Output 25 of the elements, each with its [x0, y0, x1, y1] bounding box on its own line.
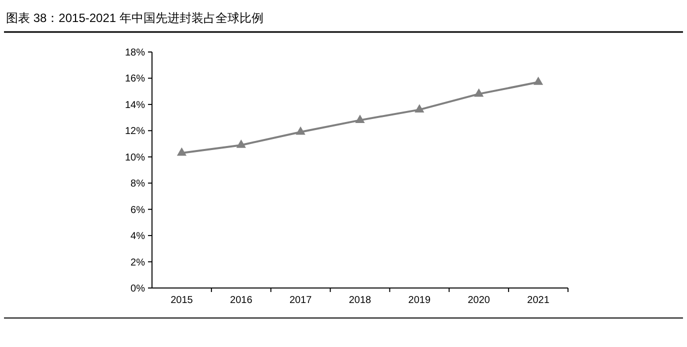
x-tick-label: 2018 — [348, 295, 372, 306]
y-tick-label: 14% — [124, 100, 146, 111]
chart-title: 图表 38：2015-2021 年中国先进封装占全球比例 — [6, 11, 264, 25]
x-tick-label: 2021 — [527, 295, 550, 306]
x-tick-label: 2016 — [230, 295, 253, 306]
y-tick-label: 18% — [124, 48, 146, 58]
point — [176, 147, 187, 156]
point — [533, 76, 544, 85]
y-tick-label: 16% — [124, 74, 146, 85]
point — [474, 88, 484, 97]
y-tick-label: 8% — [130, 178, 146, 190]
x-tick-label: 2019 — [408, 295, 431, 306]
point — [236, 140, 246, 148]
x-tick-label: 2020 — [468, 295, 490, 306]
y-tick-label: 4% — [130, 231, 146, 242]
x-tick-label: 2017 — [289, 295, 312, 306]
y-tick-label: 0% — [130, 284, 146, 294]
y-tick-label: 10% — [124, 152, 146, 164]
point — [414, 104, 424, 112]
y-tick-label: 6% — [130, 204, 146, 216]
point — [355, 114, 365, 123]
y-tick-label: 12% — [124, 126, 146, 138]
x-tick-label: 2015 — [170, 295, 194, 306]
y-tick-label: 2% — [130, 257, 146, 268]
point — [296, 126, 306, 135]
